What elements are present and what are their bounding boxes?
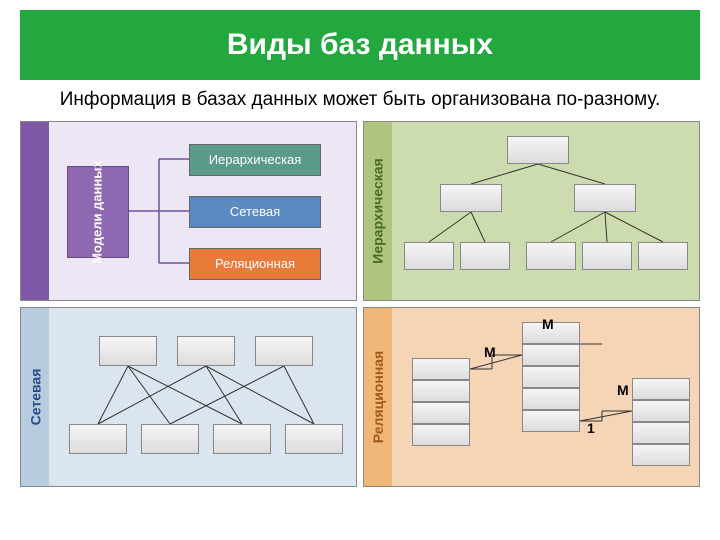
diagram-node	[507, 136, 569, 164]
diagram-grid: Модели данных Иерархическая Сетевая Реляци…	[20, 121, 700, 487]
quadrant-models: Модели данных Иерархическая Сетевая Реляци…	[20, 121, 357, 301]
diagram-node	[522, 344, 580, 366]
diagram-node	[632, 444, 690, 466]
diagram-node	[632, 422, 690, 444]
quadrant-hierarchical: Иерархическая	[363, 121, 700, 301]
diagram-node	[582, 242, 632, 270]
diagram-node	[632, 400, 690, 422]
diagram-node	[213, 424, 271, 454]
q3-tab: Сетевая	[21, 308, 49, 486]
diagram-node	[522, 410, 580, 432]
quadrant-network: Сетевая	[20, 307, 357, 487]
q1-tab	[21, 122, 49, 300]
diagram-node	[255, 336, 313, 366]
diagram-node	[285, 424, 343, 454]
diagram-node	[412, 424, 470, 446]
diagram-node	[404, 242, 454, 270]
diagram-node	[141, 424, 199, 454]
relation-label: M	[542, 316, 554, 332]
quadrant-relational: Реляционная M M M 1	[363, 307, 700, 487]
diagram-node	[412, 358, 470, 380]
q4-tab: Реляционная	[364, 308, 392, 486]
page-title: Виды баз данных	[20, 10, 700, 80]
q1-type-box: Реляционная	[189, 248, 321, 280]
subtitle: Информация в базах данных может быть орг…	[30, 88, 690, 113]
diagram-node	[177, 336, 235, 366]
relation-label: M	[484, 344, 496, 360]
relation-label: M	[617, 382, 629, 398]
diagram-node	[574, 184, 636, 212]
diagram-node	[522, 366, 580, 388]
diagram-node	[99, 336, 157, 366]
q1-type-box: Иерархическая	[189, 144, 321, 176]
diagram-node	[412, 380, 470, 402]
diagram-node	[412, 402, 470, 424]
diagram-node	[526, 242, 576, 270]
diagram-node	[522, 388, 580, 410]
q1-type-box: Сетевая	[189, 196, 321, 228]
diagram-node	[440, 184, 502, 212]
q2-tab: Иерархическая	[364, 122, 392, 300]
diagram-node	[632, 378, 690, 400]
diagram-node	[69, 424, 127, 454]
diagram-node	[638, 242, 688, 270]
diagram-node	[460, 242, 510, 270]
relation-label: 1	[587, 420, 595, 436]
q1-model-box: Модели данных	[67, 166, 129, 258]
